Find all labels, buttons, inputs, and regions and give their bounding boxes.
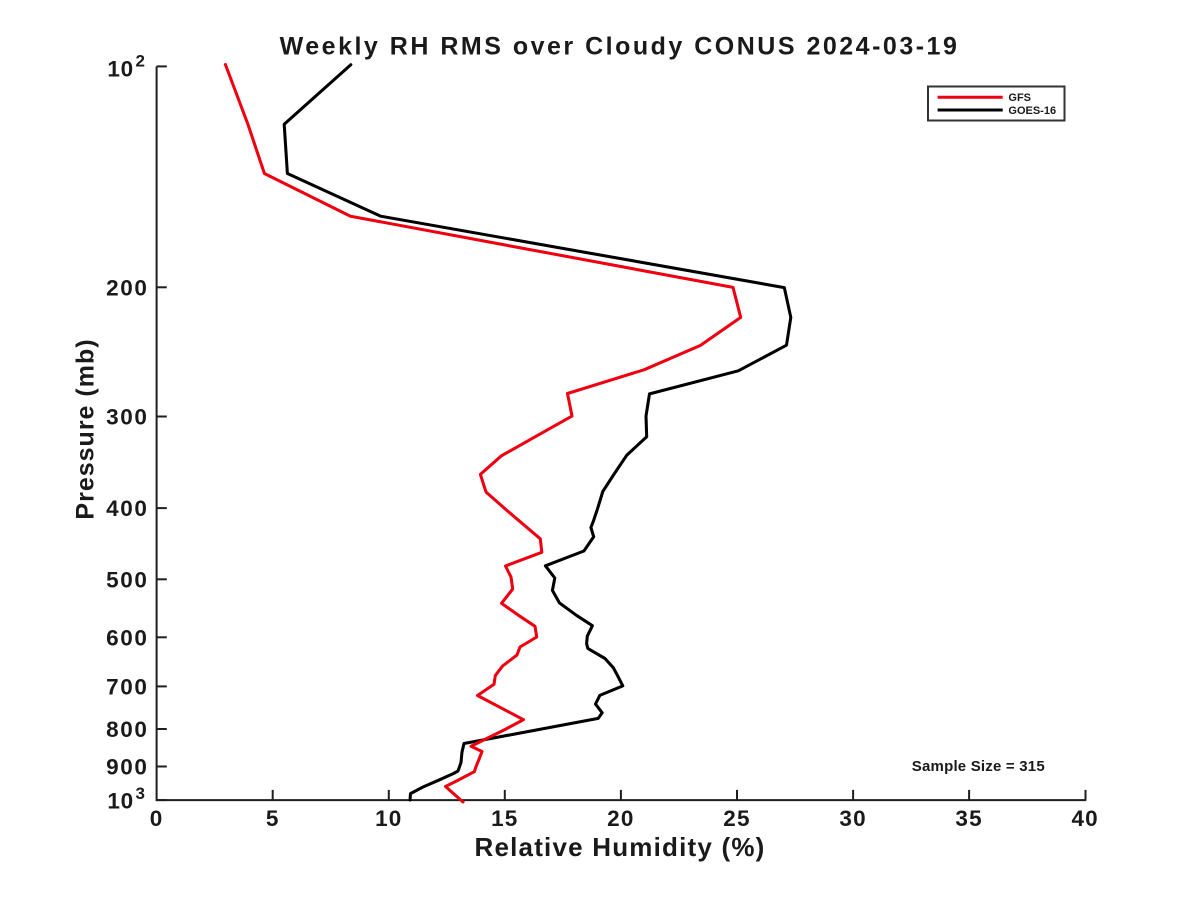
- svg-text:Sample Size = 315: Sample Size = 315: [912, 758, 1045, 775]
- svg-text:GFS: GFS: [1008, 92, 1031, 104]
- svg-text:Relative Humidity (%): Relative Humidity (%): [474, 832, 765, 862]
- svg-text:700: 700: [106, 674, 148, 699]
- svg-text:900: 900: [106, 755, 148, 780]
- svg-text:2: 2: [136, 52, 145, 71]
- svg-text:Weekly RH RMS over Cloudy CONU: Weekly RH RMS over Cloudy CONUS 2024-03-…: [280, 33, 960, 61]
- svg-text:200: 200: [106, 275, 148, 300]
- svg-text:500: 500: [106, 567, 148, 592]
- svg-text:0: 0: [150, 806, 164, 831]
- svg-text:40: 40: [1071, 806, 1098, 831]
- svg-text:3: 3: [136, 784, 145, 803]
- svg-text:10: 10: [107, 57, 134, 82]
- svg-text:GOES-16: GOES-16: [1008, 105, 1056, 117]
- svg-text:5: 5: [266, 806, 280, 831]
- svg-text:300: 300: [106, 405, 148, 430]
- svg-text:20: 20: [607, 806, 634, 831]
- svg-text:400: 400: [106, 496, 148, 521]
- svg-text:600: 600: [106, 625, 148, 650]
- svg-text:Pressure (mb): Pressure (mb): [72, 338, 100, 519]
- svg-text:35: 35: [955, 806, 982, 831]
- svg-text:10: 10: [107, 788, 134, 813]
- svg-text:10: 10: [375, 806, 402, 831]
- svg-text:25: 25: [723, 806, 750, 831]
- svg-text:800: 800: [106, 717, 148, 742]
- svg-text:30: 30: [839, 806, 866, 831]
- svg-text:15: 15: [491, 806, 518, 831]
